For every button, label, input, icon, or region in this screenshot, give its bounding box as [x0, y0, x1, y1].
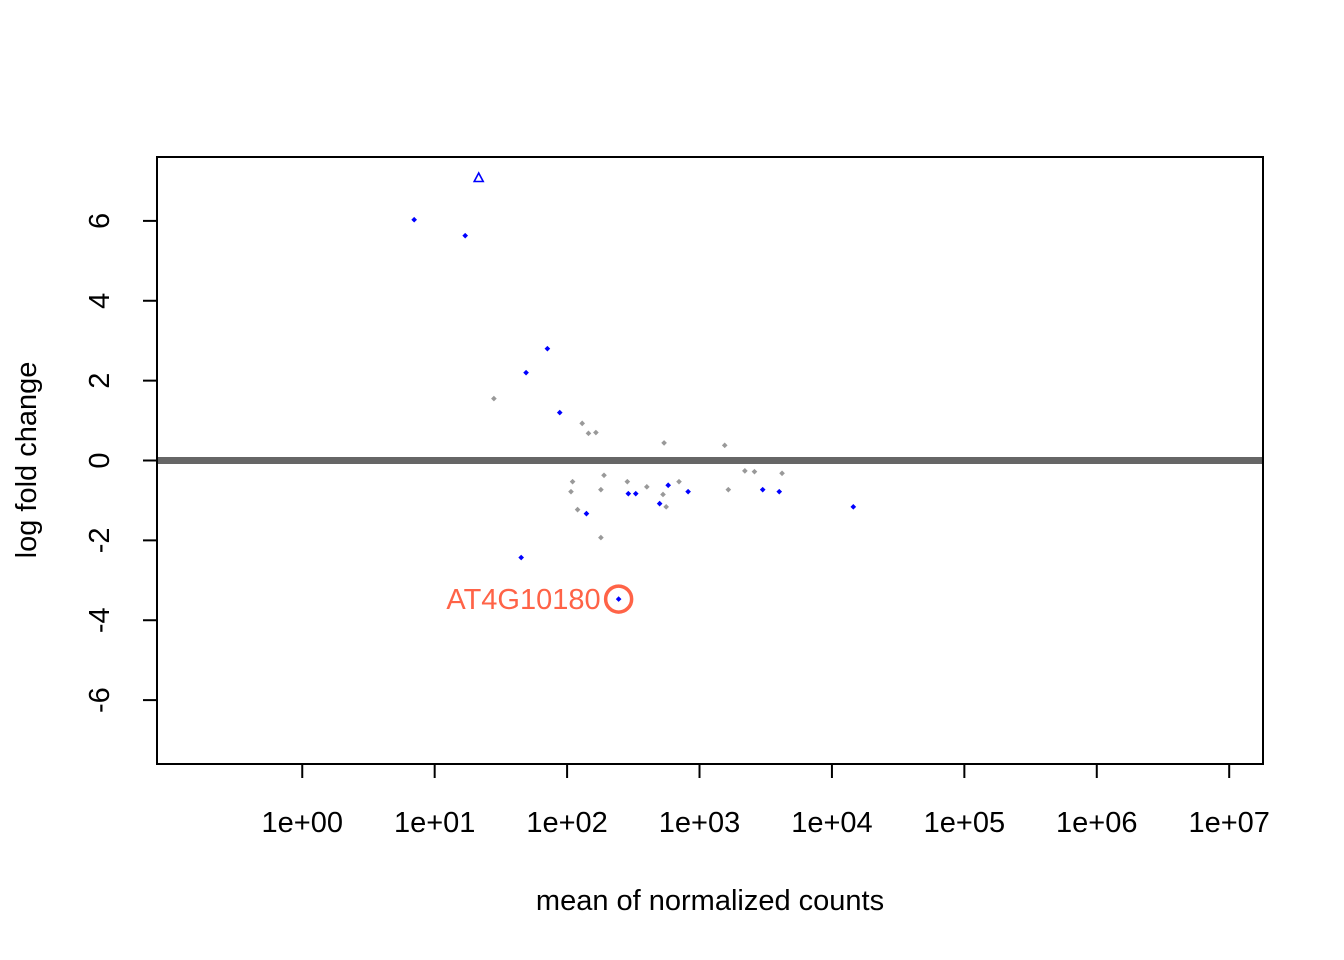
non-significant-point	[721, 442, 728, 449]
significant-point	[850, 503, 857, 510]
non-significant-point	[579, 420, 586, 427]
y-tick-label: -6	[84, 687, 116, 713]
non-significant-point	[742, 468, 748, 474]
x-tick-label: 1e+03	[659, 807, 740, 839]
y-axis: -6 -4 -2 0 2 4 6	[84, 213, 158, 713]
significant-point	[625, 490, 632, 497]
non-significant-point	[574, 506, 581, 513]
x-tick-label: 1e+02	[526, 807, 607, 839]
non-significant-point	[598, 486, 604, 493]
significant-point	[615, 596, 622, 602]
non-significant-point	[601, 472, 607, 479]
highlight-circle	[603, 584, 634, 614]
significant-point	[556, 409, 563, 416]
significant-point	[632, 490, 639, 497]
x-tick-label: 1e+06	[1056, 807, 1137, 839]
y-tick-label: -2	[84, 527, 116, 553]
y-tick-label: 2	[84, 373, 116, 389]
significant-point	[776, 488, 783, 495]
significant-point	[656, 500, 663, 507]
non-significant-point	[643, 484, 650, 490]
y-axis-label: log fold change	[11, 362, 43, 559]
x-axis-label: mean of normalized counts	[536, 885, 884, 917]
x-axis: 1e+00 1e+01 1e+02 1e+03 1e+04 1e+05 1e+06 1e+07	[262, 763, 1270, 839]
y-tick-label: 0	[84, 452, 116, 468]
significant-point	[685, 488, 691, 495]
significant-point	[583, 510, 590, 517]
non-significant-point	[568, 488, 574, 495]
non-significant-point	[663, 503, 669, 510]
significant-point	[759, 486, 766, 493]
x-tick-label: 1e+01	[394, 807, 475, 839]
significant-point	[518, 554, 525, 561]
non-significant-point	[491, 395, 497, 402]
x-tick-label: 1e+05	[924, 807, 1005, 839]
non-significant-point	[676, 478, 682, 485]
non-significant-point	[779, 470, 785, 477]
points-layer	[411, 171, 857, 602]
significant-point	[665, 482, 672, 489]
significant-point	[544, 345, 551, 352]
non-significant-point	[593, 429, 599, 436]
non-significant-point	[725, 486, 732, 493]
x-tick-label: 1e+07	[1188, 807, 1269, 839]
non-significant-point	[624, 478, 631, 485]
x-tick-label: 1e+00	[262, 807, 343, 839]
highlight-label: AT4G10180	[446, 584, 600, 616]
non-significant-point	[660, 491, 666, 498]
non-significant-point	[585, 430, 592, 437]
non-significant-point	[661, 440, 667, 446]
significant-point	[462, 232, 469, 239]
y-tick-label: 6	[84, 213, 116, 229]
y-tick-label: 4	[84, 293, 116, 309]
non-significant-point	[598, 534, 604, 541]
x-tick-label: 1e+04	[791, 807, 872, 839]
y-tick-label: -4	[84, 607, 116, 633]
significant-point	[411, 216, 417, 223]
out-of-range-marker	[472, 171, 485, 183]
non-significant-point	[751, 468, 758, 475]
highlight-layer: AT4G10180	[446, 584, 634, 616]
non-significant-point	[569, 478, 576, 485]
significant-point	[523, 369, 529, 376]
